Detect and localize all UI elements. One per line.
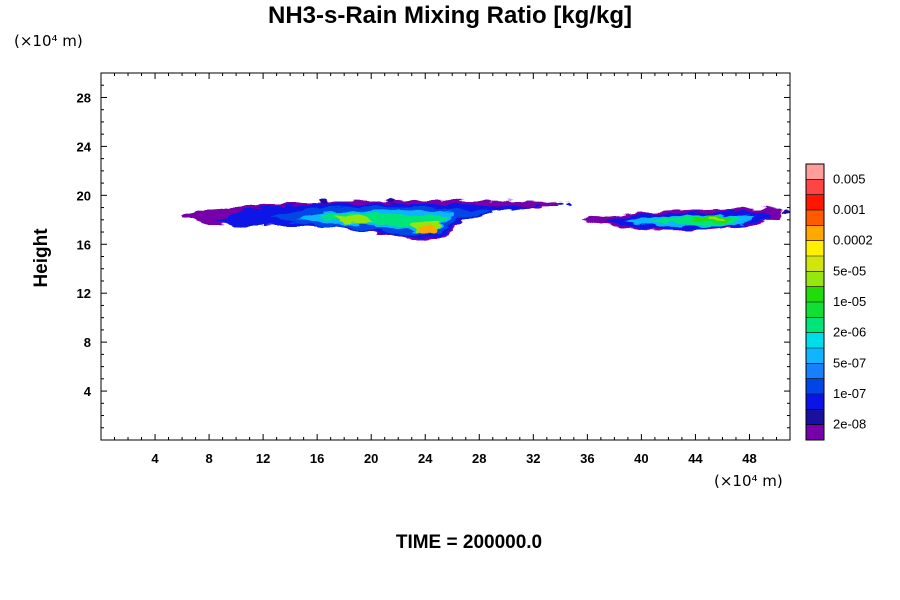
left-cloud-contour <box>334 214 374 225</box>
x-tick-label: 16 <box>310 451 324 466</box>
colorbar-label: 2e-08 <box>833 417 866 432</box>
colorbar-swatch <box>806 179 824 195</box>
colorbar-swatch <box>806 424 824 441</box>
colorbar-label: 0.001 <box>833 202 866 217</box>
contour-fragment <box>554 201 563 206</box>
colorbar-swatch <box>806 332 824 349</box>
colorbar-swatch <box>806 164 824 180</box>
right-cloud-contour <box>706 217 726 221</box>
x-tick-label: 12 <box>256 451 270 466</box>
colorbar-label: 5e-05 <box>833 263 866 278</box>
colorbar-label: 1e-05 <box>833 294 866 309</box>
y-tick-label: 12 <box>77 286 91 301</box>
left-cloud-contour <box>417 224 439 234</box>
colorbar-label: 0.005 <box>833 171 866 186</box>
contour-fragment <box>182 214 191 219</box>
x-tick-label: 44 <box>688 451 703 466</box>
colorbar-label: 0.0002 <box>833 233 873 248</box>
colorbar-swatch <box>806 256 824 272</box>
colorbar-swatch <box>806 302 824 318</box>
y-tick-label: 4 <box>84 384 92 399</box>
chart-title: NH3-s-Rain Mixing Ratio [kg/kg] <box>267 2 633 29</box>
y-tick-label: 24 <box>77 139 92 154</box>
y-tick-label: 28 <box>77 90 91 105</box>
x-tick-label: 28 <box>472 451 486 466</box>
contour-fragment <box>781 210 790 215</box>
colorbar: 2e-08 1e-07 5e-07 2e-06 1e-05 5e-05 0.0002 0.00… <box>805 163 873 441</box>
colorbar-swatch <box>806 363 824 379</box>
colorbar-swatch <box>806 378 824 395</box>
x-tick-label: 40 <box>634 451 648 466</box>
time-label: TIME = 200000.0 <box>395 532 543 553</box>
colorbar-label: 1e-07 <box>833 386 866 401</box>
colorbar-swatch <box>806 394 824 410</box>
colorbar-swatch <box>806 409 824 425</box>
colorbar-swatch <box>806 210 824 226</box>
x-tick-label: 24 <box>418 451 433 466</box>
x-tick-label: 20 <box>364 451 378 466</box>
x-tick-label: 4 <box>151 451 159 466</box>
plot-frame <box>100 72 791 441</box>
colorbar-frame <box>805 163 825 441</box>
y-tick-label: 16 <box>77 237 91 252</box>
x-tick-label: 32 <box>526 451 540 466</box>
y-axis-unit: (×10⁴ m) <box>14 32 83 50</box>
contour-fragment <box>565 201 574 206</box>
x-tick-label: 48 <box>742 451 756 466</box>
x-tick-label: 36 <box>580 451 594 466</box>
contour-fragment <box>319 199 328 204</box>
colorbar-swatch <box>806 348 824 364</box>
x-tick-label: 8 <box>205 451 212 466</box>
colorbar-swatch <box>806 271 824 287</box>
colorbar-swatch <box>806 194 824 211</box>
contour-fields <box>182 198 790 241</box>
y-tick-label: 20 <box>77 188 91 203</box>
colorbar-swatch <box>806 225 824 241</box>
colorbar-label: 2e-06 <box>833 325 866 340</box>
colorbar-label: 5e-07 <box>833 355 866 370</box>
colorbar-swatch <box>806 240 824 257</box>
x-axis-unit: (×10⁴ m) <box>714 472 783 490</box>
contour-fragment <box>387 198 396 203</box>
y-tick-label: 8 <box>84 335 91 350</box>
colorbar-swatch <box>806 317 824 333</box>
colorbar-swatch <box>806 286 824 303</box>
